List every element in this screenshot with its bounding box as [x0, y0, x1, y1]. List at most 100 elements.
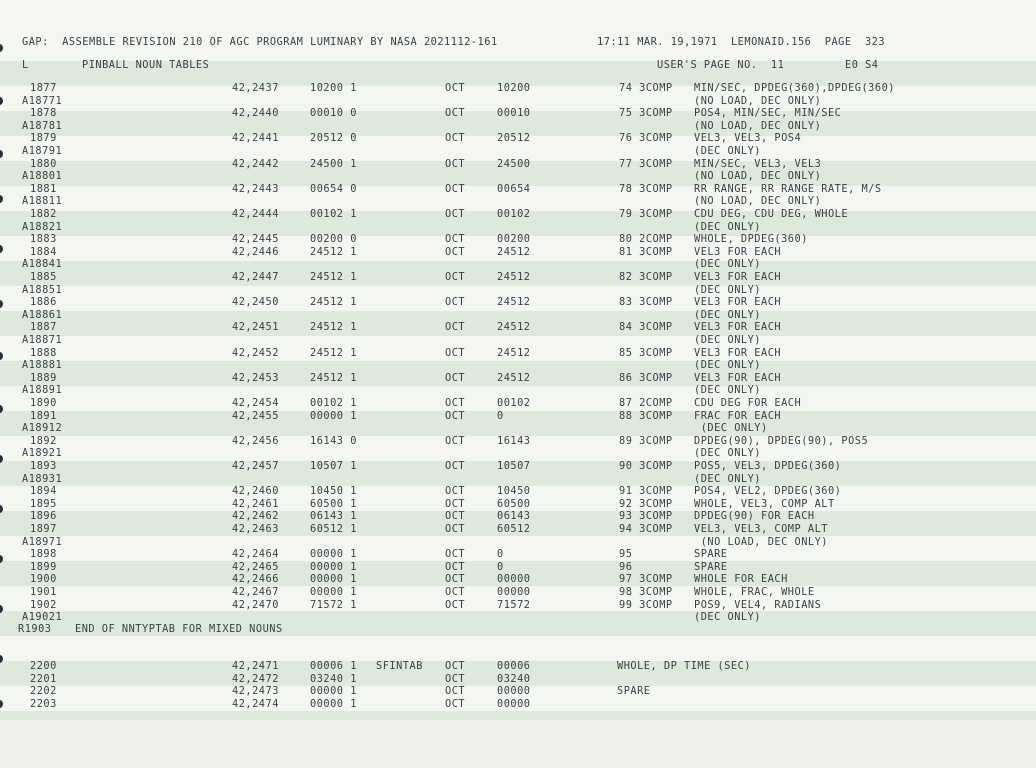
- listing-note: CDU DEG FOR EACH: [694, 397, 802, 409]
- listing-word: 24512 1: [310, 321, 357, 334]
- listing-word: 00102 1: [310, 397, 357, 409]
- listing-val: 00654: [497, 182, 531, 195]
- listing-noun: 97 3COMP: [619, 573, 673, 586]
- listing2-word: 00000 1: [310, 685, 357, 698]
- eo-label: E0 S4: [845, 59, 879, 71]
- listing-noun: 93 3COMP: [619, 510, 673, 523]
- listing2-seq: 2201: [30, 672, 57, 685]
- listing-val: 71572: [497, 598, 531, 611]
- feed-hole: [0, 44, 3, 52]
- listing-seq: A18921: [22, 447, 63, 460]
- listing-note: VEL3 FOR EACH: [694, 346, 782, 359]
- listing-op: OCT: [445, 497, 466, 510]
- listing-note: (DEC ONLY): [694, 422, 768, 435]
- listing-noun: 94 3COMP: [619, 523, 673, 535]
- listing-note: WHOLE, DPDEG(360): [694, 233, 808, 246]
- listing-note: DPDEG(90) FOR EACH: [694, 510, 815, 523]
- listing-op: OCT: [445, 548, 466, 561]
- printout-top-band: [0, 0, 1036, 36]
- listing-val: 00010: [497, 107, 531, 120]
- listing-noun: 88 3COMP: [619, 409, 673, 422]
- listing-val: 10200: [497, 82, 531, 94]
- listing2-note: WHOLE, DP TIME (SEC): [617, 660, 751, 672]
- listing-note: (DEC ONLY): [694, 334, 761, 346]
- feed-hole: [0, 97, 3, 105]
- listing-noun: 86 3COMP: [619, 371, 673, 384]
- comment-text: END OF NNTYPTAB FOR MIXED NOUNS: [75, 623, 283, 635]
- listing-word: 24512 1: [310, 296, 357, 309]
- listing-op: OCT: [445, 271, 466, 283]
- listing-note: (NO LOAD, DEC ONLY): [694, 170, 822, 183]
- tractor-feed-holes: [0, 0, 6, 768]
- listing-seq: 1886: [30, 296, 57, 309]
- listing-val: 0: [497, 560, 504, 573]
- listing2-op: OCT: [445, 697, 466, 710]
- listing-loc: 42,2442: [232, 157, 279, 170]
- listing-op: OCT: [445, 510, 466, 523]
- feed-hole: [0, 245, 3, 253]
- listing-noun: 74 3COMP: [619, 82, 673, 94]
- listing-val: 00102: [497, 397, 531, 409]
- listing-seq: A18931: [22, 472, 63, 485]
- listing-note: POS4, MIN/SEC, MIN/SEC: [694, 107, 842, 120]
- listing-noun: 98 3COMP: [619, 586, 673, 598]
- listing-val: 24512: [497, 321, 531, 334]
- listing-op: OCT: [445, 434, 466, 447]
- listing-word: 16143 0: [310, 434, 357, 447]
- listing-noun: 82 3COMP: [619, 271, 673, 283]
- listing-val: 10507: [497, 460, 531, 472]
- listing2-word: 00000 1: [310, 697, 357, 710]
- listing-loc: 42,2463: [232, 523, 279, 535]
- listing2-op: OCT: [445, 685, 466, 698]
- listing-loc: 42,2451: [232, 321, 279, 334]
- listing-op: OCT: [445, 523, 466, 535]
- listing-word: 60500 1: [310, 497, 357, 510]
- listing-seq: 1880: [30, 157, 57, 170]
- listing-loc: 42,2455: [232, 409, 279, 422]
- listing-loc: 42,2443: [232, 182, 279, 195]
- feed-hole: [0, 605, 3, 613]
- listing-seq: A18811: [22, 195, 63, 208]
- listing-note: (DEC ONLY): [694, 283, 761, 296]
- listing-loc: 42,2460: [232, 485, 279, 498]
- listing-loc: 42,2437: [232, 82, 279, 94]
- listing-seq: A18871: [22, 334, 63, 346]
- listing2-tag: SFINTAB: [376, 660, 423, 672]
- listing-note: WHOLE FOR EACH: [694, 573, 788, 586]
- feed-hole: [0, 195, 3, 203]
- listing2-val: 00006: [497, 660, 531, 672]
- listing-word: 00000 1: [310, 548, 357, 561]
- listing-val: 20512: [497, 132, 531, 145]
- listing-val: 00000: [497, 586, 531, 598]
- listing-op: OCT: [445, 233, 466, 246]
- listing-word: 00200 0: [310, 233, 357, 246]
- listing-seq: 1899: [30, 560, 57, 573]
- listing-seq: A18891: [22, 384, 63, 397]
- listing-noun: 78 3COMP: [619, 182, 673, 195]
- listing-seq: 1878: [30, 107, 57, 120]
- listing-seq: 1884: [30, 245, 57, 258]
- listing-noun: 92 3COMP: [619, 497, 673, 510]
- listing-word: 24500 1: [310, 157, 357, 170]
- listing-word: 10450 1: [310, 485, 357, 498]
- listing-loc: 42,2453: [232, 371, 279, 384]
- listing-word: 10200 1: [310, 82, 357, 94]
- listing-noun: 95: [619, 548, 633, 561]
- listing-note: MIN/SEC, DPDEG(360),DPDEG(360): [694, 82, 895, 94]
- listing-note: VEL3, VEL3, COMP ALT: [694, 523, 828, 535]
- feed-hole: [0, 655, 3, 663]
- listing-op: OCT: [445, 321, 466, 334]
- users-page-label: USER'S PAGE NO. 11: [657, 59, 785, 71]
- listing-note: (DEC ONLY): [694, 447, 761, 460]
- listing-seq: A18791: [22, 145, 63, 157]
- listing-seq: 1890: [30, 397, 57, 409]
- listing-op: OCT: [445, 397, 466, 409]
- listing-loc: 42,2456: [232, 434, 279, 447]
- listing-val: 00200: [497, 233, 531, 246]
- listing-seq: 1892: [30, 434, 57, 447]
- listing-seq: 1877: [30, 82, 57, 94]
- listing-noun: 84 3COMP: [619, 321, 673, 334]
- listing-op: OCT: [445, 409, 466, 422]
- listing-seq: 1902: [30, 598, 57, 611]
